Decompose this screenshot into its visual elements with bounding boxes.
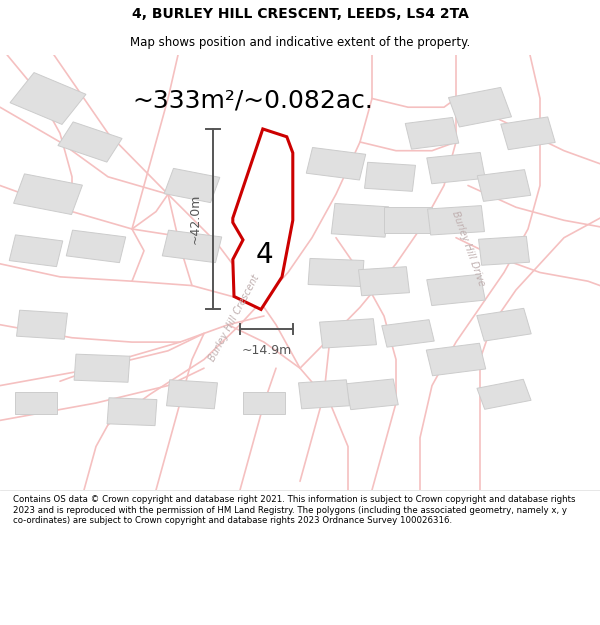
Polygon shape: [427, 274, 485, 306]
Polygon shape: [306, 148, 366, 180]
Polygon shape: [74, 354, 130, 382]
Polygon shape: [346, 379, 398, 409]
Text: ~333m²/~0.082ac.: ~333m²/~0.082ac.: [132, 89, 373, 112]
Polygon shape: [243, 392, 285, 414]
Polygon shape: [164, 168, 220, 202]
Polygon shape: [162, 230, 222, 262]
Polygon shape: [477, 169, 531, 201]
Polygon shape: [9, 235, 63, 267]
Text: Map shows position and indicative extent of the property.: Map shows position and indicative extent…: [130, 36, 470, 49]
Text: Burley Hill Drive: Burley Hill Drive: [450, 209, 486, 288]
Polygon shape: [477, 379, 531, 409]
Polygon shape: [58, 122, 122, 162]
Text: 4: 4: [255, 241, 273, 269]
Polygon shape: [308, 259, 364, 286]
Polygon shape: [428, 206, 484, 235]
Text: Contains OS data © Crown copyright and database right 2021. This information is : Contains OS data © Crown copyright and d…: [13, 496, 576, 525]
Polygon shape: [17, 310, 67, 339]
Polygon shape: [359, 267, 409, 296]
Polygon shape: [477, 308, 531, 341]
Polygon shape: [426, 343, 486, 376]
Polygon shape: [14, 174, 82, 214]
Polygon shape: [15, 392, 57, 414]
Text: 4, BURLEY HILL CRESCENT, LEEDS, LS4 2TA: 4, BURLEY HILL CRESCENT, LEEDS, LS4 2TA: [131, 7, 469, 21]
Polygon shape: [331, 203, 389, 237]
Text: Burley Hill Crescent: Burley Hill Crescent: [207, 273, 261, 363]
Text: ~14.9m: ~14.9m: [241, 344, 292, 357]
Polygon shape: [479, 236, 529, 265]
Polygon shape: [299, 380, 349, 409]
Polygon shape: [365, 162, 415, 191]
Polygon shape: [384, 208, 432, 233]
Polygon shape: [66, 230, 126, 262]
Polygon shape: [382, 319, 434, 347]
Polygon shape: [427, 152, 485, 184]
Polygon shape: [405, 118, 459, 149]
Polygon shape: [107, 398, 157, 426]
Polygon shape: [448, 88, 512, 127]
Text: ~42.0m: ~42.0m: [188, 194, 202, 244]
Polygon shape: [233, 129, 293, 309]
Polygon shape: [320, 319, 376, 348]
Polygon shape: [501, 117, 555, 149]
Polygon shape: [167, 380, 217, 409]
Polygon shape: [10, 72, 86, 124]
